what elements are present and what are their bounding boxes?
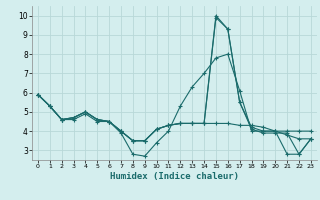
X-axis label: Humidex (Indice chaleur): Humidex (Indice chaleur) xyxy=(110,172,239,181)
